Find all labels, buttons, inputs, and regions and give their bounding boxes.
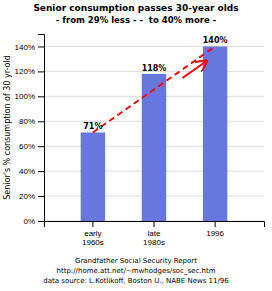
y-axis-title: Senior's % consumption of 30 yr-old <box>3 55 12 200</box>
tick-label: 80% <box>19 117 35 126</box>
tick: 120% <box>15 67 44 76</box>
tick-label: 140% <box>15 43 35 52</box>
tick-label-line: 1960s <box>82 238 104 247</box>
tick: 140% <box>15 43 44 52</box>
tick-label: 40% <box>19 167 35 176</box>
tick-mark <box>38 146 44 147</box>
tick-label: 120% <box>15 67 35 76</box>
data-label: 118% <box>142 64 167 73</box>
footnotes: Grandfather Social Security Report http:/… <box>43 257 229 285</box>
footnote: http://home.att.net/~mwhodges/soc_sec.ht… <box>57 267 216 275</box>
tick-label: late1980s <box>143 229 165 247</box>
tick-mark <box>154 221 155 227</box>
tick-mark <box>215 221 216 227</box>
tick-label-line: early <box>84 229 101 238</box>
tick-label: 60% <box>19 142 35 151</box>
data-label: 71% <box>83 122 102 131</box>
trend-line <box>93 46 215 132</box>
data-labels: 71% 118% 140% <box>83 36 227 131</box>
grid <box>44 46 264 221</box>
axis-line <box>45 222 265 228</box>
grid-line <box>44 46 264 47</box>
tick-label: 0% <box>23 217 35 226</box>
tick: 100% <box>15 92 44 101</box>
tick-mark <box>38 221 44 222</box>
subtitle: - from 29% less - - to 40% more - <box>56 15 217 25</box>
marks <box>81 46 228 221</box>
tick: late1980s <box>143 221 165 247</box>
tick-label: 1996 <box>206 229 224 238</box>
tick: 60% <box>19 142 44 151</box>
data-label: 140% <box>203 36 228 45</box>
tick-mark <box>38 46 44 47</box>
bar <box>81 132 105 221</box>
tick-mark <box>38 121 44 122</box>
tick-mark <box>38 71 44 72</box>
footnote: Grandfather Social Security Report <box>75 257 197 265</box>
tick-label: 100% <box>15 92 35 101</box>
tick-label-line: 1980s <box>143 238 165 247</box>
chart-container: 0% 20% 40% 60% 80% 100% 120% 140% early1960s late… <box>0 0 272 291</box>
tick-label: 20% <box>19 192 35 201</box>
tick-mark <box>38 171 44 172</box>
tick-label-line: 1996 <box>206 229 224 238</box>
tick-label: early1960s <box>82 229 104 247</box>
tick: 80% <box>19 117 44 126</box>
tick-mark <box>92 221 93 227</box>
plot: 0% 20% 40% 60% 80% 100% 120% 140% early1960s late… <box>3 35 265 247</box>
axis-line <box>38 35 45 222</box>
tick-mark <box>38 96 44 97</box>
footnote: data source: L.Kotlikoff, Boston U., NAB… <box>43 277 229 285</box>
x-axis: early1960s late1980s 1996 <box>45 221 265 247</box>
title: Senior consumption passes 30-year olds <box>33 3 238 13</box>
tick-mark <box>38 196 44 197</box>
tick: 40% <box>19 167 44 176</box>
bar <box>203 46 227 221</box>
tick: 1996 <box>206 221 224 238</box>
tick: 0% <box>23 217 44 226</box>
y-axis: 0% 20% 40% 60% 80% 100% 120% 140% <box>15 35 45 227</box>
chart-svg: 0% 20% 40% 60% 80% 100% 120% 140% early1960s late… <box>0 0 272 291</box>
arrow <box>182 61 206 78</box>
tick-label-line: late <box>148 229 161 238</box>
tick: 20% <box>19 192 44 201</box>
tick: early1960s <box>82 221 104 247</box>
